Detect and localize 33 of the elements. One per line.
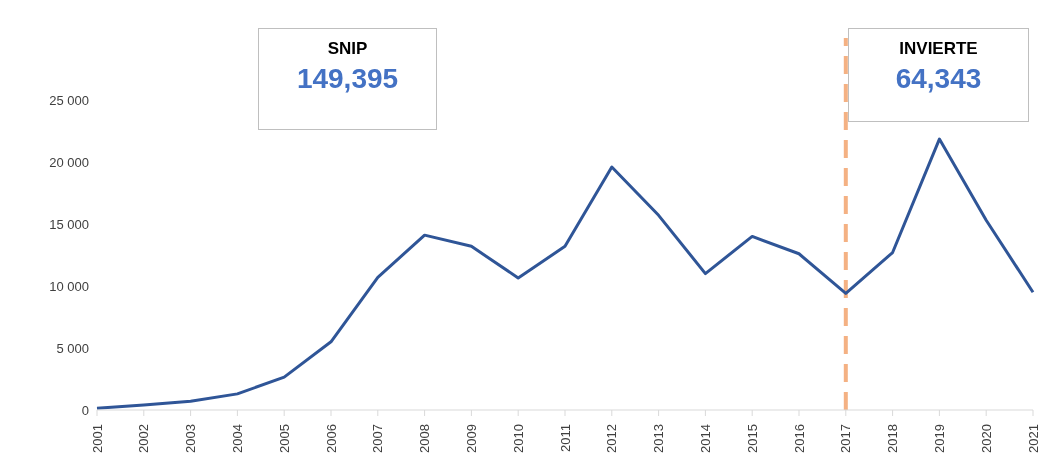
annotation: INVIERTE (899, 39, 978, 59)
x-tick-label: 2018 (885, 424, 901, 453)
x-tick-label: 2003 (183, 424, 199, 453)
y-tick-label: 5 000 (56, 340, 89, 356)
x-tick-label: 2007 (370, 424, 386, 453)
x-tick-label: 2012 (604, 424, 620, 453)
x-tick-label: 2008 (417, 424, 433, 453)
x-tick-label: 2015 (744, 424, 760, 453)
x-tick-label: 2017 (838, 424, 854, 453)
x-tick-label: 2021 (1025, 424, 1041, 453)
x-tick-label: 2004 (229, 424, 245, 453)
x-tick-label: 2020 (978, 424, 994, 453)
x-tick-label: 2001 (89, 424, 105, 453)
x-tick-label: 2014 (697, 424, 713, 453)
x-tick-label: 2002 (136, 424, 152, 453)
annotation: 149,395 (296, 63, 399, 95)
y-tick-label: 15 000 (49, 216, 89, 232)
x-tick-label: 2016 (791, 424, 807, 453)
x-tick-label: 2005 (276, 424, 292, 453)
annotation: SNIP (327, 39, 368, 59)
text-box: INVIERTE 64,343 (848, 28, 1029, 122)
y-tick-label: 25 000 (49, 92, 89, 108)
x-tick-label: 2009 (463, 424, 479, 453)
annotation: 64,343 (895, 63, 982, 95)
x-tick-label: 2019 (931, 424, 947, 453)
x-tick-label: 2013 (651, 424, 667, 453)
y-tick-label: 20 000 (49, 154, 89, 170)
x-tick-label: 2010 (510, 424, 526, 453)
text-box: SNIP 149,395 (258, 28, 437, 130)
x-tick-label: 2006 (323, 424, 339, 453)
y-tick-label: 10 000 (49, 278, 89, 294)
x-tick-label: 2011 (557, 424, 573, 452)
y-tick-label: 0 (81, 402, 89, 418)
